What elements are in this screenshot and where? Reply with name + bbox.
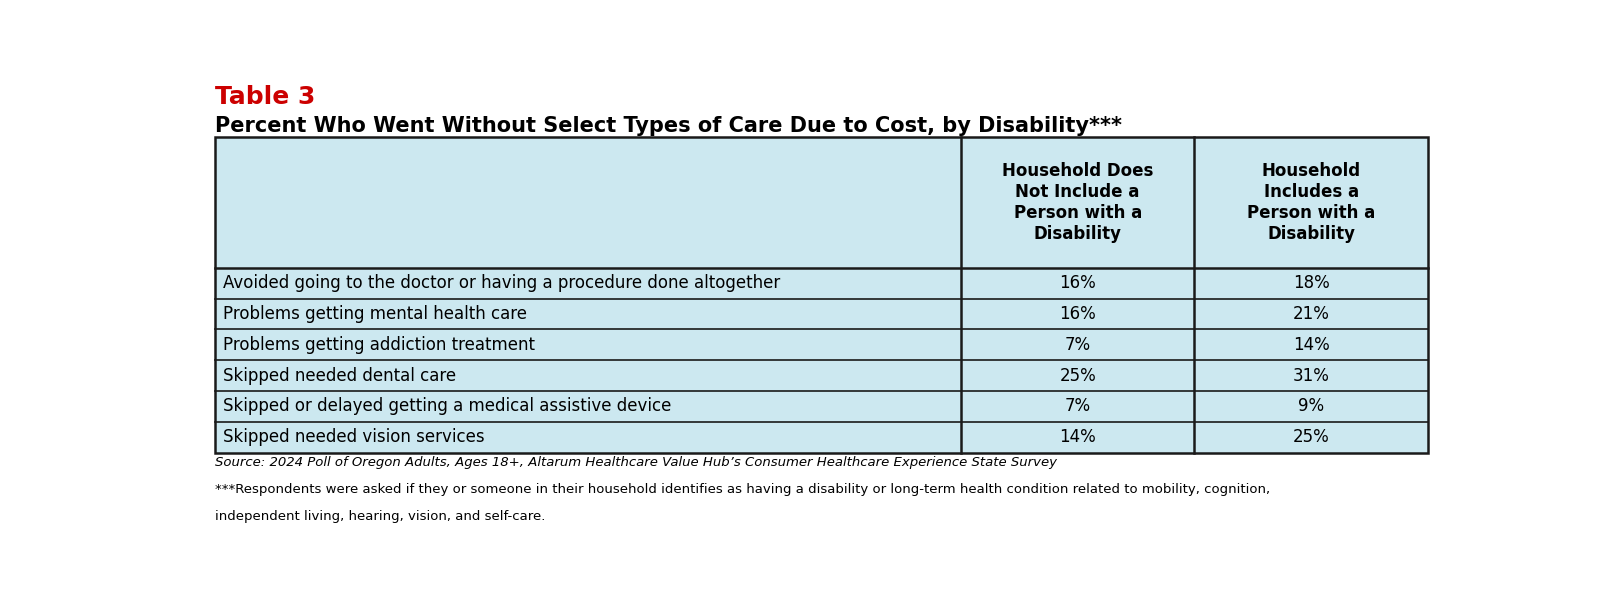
- Bar: [215, 422, 1428, 453]
- Text: Avoided going to the doctor or having a procedure done altogether: Avoided going to the doctor or having a …: [223, 274, 781, 292]
- Text: 16%: 16%: [1060, 305, 1096, 323]
- Text: 7%: 7%: [1064, 398, 1090, 415]
- Text: Skipped needed vision services: Skipped needed vision services: [223, 429, 484, 446]
- Bar: [215, 360, 1428, 391]
- Text: 9%: 9%: [1298, 398, 1324, 415]
- Text: 31%: 31%: [1292, 367, 1329, 384]
- Text: Source: 2024 Poll of Oregon Adults, Ages 18+, Altarum Healthcare Value Hub’s Con: Source: 2024 Poll of Oregon Adults, Ages…: [215, 457, 1058, 469]
- Text: independent living, hearing, vision, and self-care.: independent living, hearing, vision, and…: [215, 510, 545, 523]
- Bar: [215, 268, 1428, 299]
- Text: 16%: 16%: [1060, 274, 1096, 292]
- Text: Percent Who Went Without Select Types of Care Due to Cost, by Disability***: Percent Who Went Without Select Types of…: [215, 116, 1122, 136]
- Text: Skipped or delayed getting a medical assistive device: Skipped or delayed getting a medical ass…: [223, 398, 672, 415]
- Text: 21%: 21%: [1292, 305, 1329, 323]
- Text: 25%: 25%: [1292, 429, 1329, 446]
- Text: 14%: 14%: [1292, 336, 1329, 354]
- Text: ***Respondents were asked if they or someone in their household identifies as ha: ***Respondents were asked if they or som…: [215, 483, 1271, 496]
- Text: 18%: 18%: [1292, 274, 1329, 292]
- Text: Skipped needed dental care: Skipped needed dental care: [223, 367, 455, 384]
- Text: 14%: 14%: [1060, 429, 1096, 446]
- Text: 25%: 25%: [1060, 367, 1096, 384]
- Bar: [215, 391, 1428, 422]
- Text: 7%: 7%: [1064, 336, 1090, 354]
- Text: Problems getting mental health care: Problems getting mental health care: [223, 305, 527, 323]
- Text: Household Does
Not Include a
Person with a
Disability: Household Does Not Include a Person with…: [1002, 162, 1154, 243]
- Text: Table 3: Table 3: [215, 85, 316, 109]
- Bar: [215, 299, 1428, 330]
- Text: Household
Includes a
Person with a
Disability: Household Includes a Person with a Disab…: [1247, 162, 1375, 243]
- Bar: [215, 330, 1428, 360]
- Text: Problems getting addiction treatment: Problems getting addiction treatment: [223, 336, 535, 354]
